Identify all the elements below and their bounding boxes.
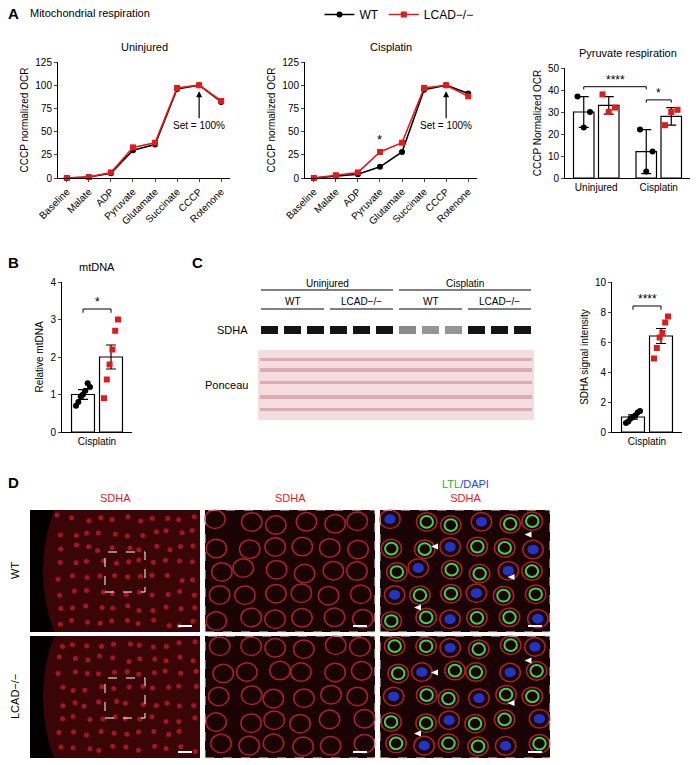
svg-text:6: 6 bbox=[600, 337, 606, 348]
svg-text:Ponceau: Ponceau bbox=[205, 379, 248, 391]
svg-text:Succinate: Succinate bbox=[390, 186, 429, 225]
svg-text:Baseline: Baseline bbox=[284, 186, 319, 221]
svg-text:Rotenone: Rotenone bbox=[435, 186, 474, 225]
svg-text:WT: WT bbox=[360, 8, 379, 22]
svg-text:*: * bbox=[377, 132, 382, 147]
svg-text:****: **** bbox=[606, 73, 625, 87]
svg-text:75: 75 bbox=[41, 103, 53, 114]
svg-text:Relative mtDNA: Relative mtDNA bbox=[34, 321, 45, 392]
svg-text:Succinate: Succinate bbox=[143, 186, 182, 225]
svg-text:1: 1 bbox=[50, 389, 56, 400]
svg-text:CCCP normalized OCR: CCCP normalized OCR bbox=[19, 68, 30, 173]
svg-text:B: B bbox=[8, 254, 19, 271]
svg-text:50: 50 bbox=[288, 126, 300, 137]
svg-text:C: C bbox=[192, 254, 203, 271]
svg-text:50: 50 bbox=[548, 63, 560, 74]
svg-text:50: 50 bbox=[41, 126, 53, 137]
svg-text:Cisplatin: Cisplatin bbox=[446, 278, 484, 289]
svg-text:3: 3 bbox=[50, 314, 56, 325]
svg-text:LCAD−/−: LCAD−/− bbox=[424, 8, 473, 22]
svg-text:Cisplatin: Cisplatin bbox=[628, 436, 666, 447]
svg-text:25: 25 bbox=[41, 149, 53, 160]
svg-text:SDHA signal intensity: SDHA signal intensity bbox=[579, 309, 590, 405]
svg-text:100: 100 bbox=[282, 80, 299, 91]
svg-text:0: 0 bbox=[553, 173, 559, 184]
svg-text:0: 0 bbox=[600, 427, 606, 438]
svg-text:Cisplatin: Cisplatin bbox=[370, 41, 412, 53]
svg-text:CCCP: CCCP bbox=[176, 186, 204, 214]
svg-text:Mitochondrial respiration: Mitochondrial respiration bbox=[30, 7, 150, 19]
svg-text:mtDNA: mtDNA bbox=[79, 261, 115, 273]
svg-text:Pyruvate: Pyruvate bbox=[349, 186, 385, 222]
svg-text:****: **** bbox=[638, 292, 657, 306]
svg-text:SDHA: SDHA bbox=[275, 492, 306, 504]
svg-text:ADP: ADP bbox=[341, 186, 364, 209]
svg-text:Glutamate: Glutamate bbox=[120, 186, 161, 227]
svg-text:LCAD−/−: LCAD−/− bbox=[9, 674, 21, 719]
svg-text:125: 125 bbox=[282, 57, 299, 68]
svg-text:Set = 100%: Set = 100% bbox=[420, 120, 472, 131]
svg-text:4: 4 bbox=[600, 367, 606, 378]
svg-text:Baseline: Baseline bbox=[37, 186, 72, 221]
svg-text:2: 2 bbox=[50, 352, 56, 363]
svg-text:0: 0 bbox=[50, 427, 56, 438]
svg-text:LCAD−/−: LCAD−/− bbox=[341, 296, 382, 307]
svg-text:LCAD−/−: LCAD−/− bbox=[479, 296, 520, 307]
svg-text:Cisplatin: Cisplatin bbox=[640, 182, 678, 193]
svg-text:20: 20 bbox=[548, 129, 560, 140]
svg-text:Glutamate: Glutamate bbox=[367, 186, 408, 227]
svg-text:Rotenone: Rotenone bbox=[188, 186, 227, 225]
svg-text:Pyruvate respiration: Pyruvate respiration bbox=[579, 47, 677, 59]
svg-text:CCCP: CCCP bbox=[423, 186, 451, 214]
svg-text:10: 10 bbox=[548, 151, 560, 162]
svg-text:CCCP Normalized OCR: CCCP Normalized OCR bbox=[532, 70, 543, 177]
svg-text:0: 0 bbox=[46, 173, 52, 184]
svg-text:2: 2 bbox=[600, 397, 606, 408]
svg-text:Malate: Malate bbox=[65, 186, 94, 215]
svg-text:D: D bbox=[8, 474, 19, 491]
svg-text:4: 4 bbox=[50, 277, 56, 288]
svg-text:SDHA: SDHA bbox=[217, 324, 248, 336]
svg-text:WT: WT bbox=[285, 296, 301, 307]
svg-text:Uninjured: Uninjured bbox=[121, 41, 168, 53]
svg-text:A: A bbox=[8, 5, 19, 22]
svg-text:Uninjured: Uninjured bbox=[306, 278, 349, 289]
svg-text:8: 8 bbox=[600, 307, 606, 318]
svg-text:75: 75 bbox=[288, 103, 300, 114]
svg-text:*: * bbox=[656, 86, 661, 100]
svg-text:WT: WT bbox=[423, 296, 439, 307]
svg-text:10: 10 bbox=[595, 277, 607, 288]
svg-text:125: 125 bbox=[35, 57, 52, 68]
svg-text:SDHA: SDHA bbox=[100, 492, 131, 504]
svg-text:LTL/DAPISDHA: LTL/DAPISDHA bbox=[442, 478, 489, 504]
svg-text:Uninjured: Uninjured bbox=[575, 182, 618, 193]
svg-text:Set = 100%: Set = 100% bbox=[173, 120, 225, 131]
svg-text:0: 0 bbox=[293, 173, 299, 184]
svg-text:Cisplatin: Cisplatin bbox=[78, 436, 116, 447]
svg-text:100: 100 bbox=[35, 80, 52, 91]
svg-text:*: * bbox=[95, 295, 100, 309]
svg-text:WT: WT bbox=[9, 562, 21, 579]
svg-text:CCCP normalized OCR: CCCP normalized OCR bbox=[266, 68, 277, 173]
svg-text:Malate: Malate bbox=[312, 186, 341, 215]
svg-text:25: 25 bbox=[288, 149, 300, 160]
svg-text:30: 30 bbox=[548, 107, 560, 118]
svg-text:40: 40 bbox=[548, 85, 560, 96]
svg-text:Pyruvate: Pyruvate bbox=[102, 186, 138, 222]
svg-text:ADP: ADP bbox=[94, 186, 117, 209]
